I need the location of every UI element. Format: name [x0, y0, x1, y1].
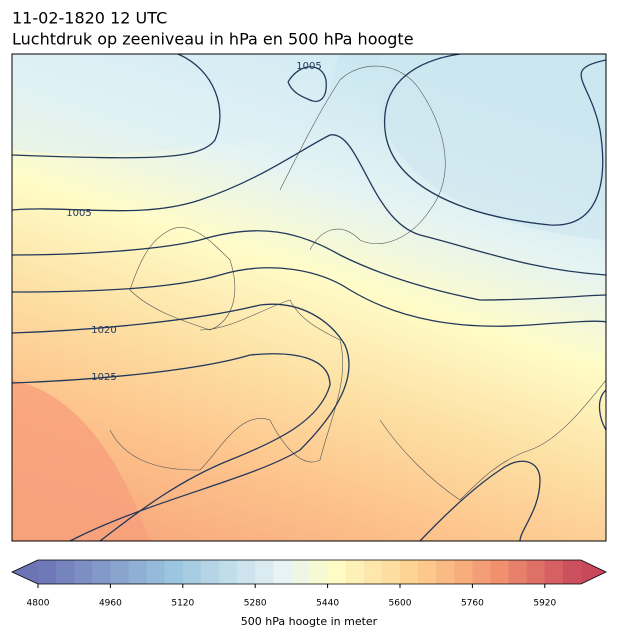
contour-label: 1020: [91, 325, 116, 336]
title: 11-02-1820 12 UTC: [12, 9, 167, 28]
isobar: [12, 230, 606, 301]
coastline: [379, 379, 606, 501]
contour-label: 1005: [66, 208, 91, 219]
colorbar-segment: [200, 560, 220, 584]
colorbar-tick-label: 4960: [99, 599, 122, 609]
height-field: [375, 54, 606, 240]
isobar: [419, 460, 541, 541]
isobar: [12, 134, 606, 276]
height-field: [12, 54, 340, 154]
colorbar-extend: [581, 560, 606, 584]
colorbar-segment: [562, 560, 582, 584]
isobar: [12, 54, 221, 159]
colorbar-tick-label: 5760: [461, 599, 484, 609]
colorbar-segment: [92, 560, 111, 584]
isobar: [12, 353, 331, 541]
coastline: [109, 299, 343, 471]
height-field: [12, 380, 150, 541]
colorbar-segment: [56, 560, 75, 584]
colorbar-segment: [418, 560, 437, 584]
map-frame: [11, 53, 607, 542]
isobar: [12, 267, 606, 327]
colorbar-segment: [454, 560, 473, 584]
colorbar-tick-label: 5440: [316, 599, 339, 609]
colorbar-tick-label: 4800: [27, 599, 50, 609]
isobar: [384, 54, 606, 226]
colorbar: 4800 4960 5120 5280 5440 5600 5760 5920: [11, 559, 607, 609]
colorbar-tick-label: 5920: [533, 599, 556, 609]
colorbar-segment: [291, 560, 310, 584]
contour-labels: 1005 1005 1020 1025: [66, 61, 321, 383]
colorbar-segment: [237, 560, 256, 584]
colorbar-segment: [544, 560, 564, 584]
colorbar-segment: [490, 560, 510, 584]
colorbar-tick-label: 5120: [171, 599, 194, 609]
colorbar-segment: [182, 560, 202, 584]
subtitle: Luchtdruk op zeeniveau in hPa en 500 hPa…: [12, 30, 414, 49]
colorbar-segment: [255, 560, 274, 584]
colorbar-segment: [74, 560, 93, 584]
coastline: [279, 65, 446, 251]
colorbar-segment: [273, 560, 292, 584]
colorbar-frame: [11, 559, 607, 585]
colorbar-segment: [526, 560, 546, 584]
colorbar-segment: [400, 560, 419, 584]
colorbar-segment: [164, 560, 184, 584]
colorbar-segment: [146, 560, 166, 584]
colorbar-segment: [128, 560, 148, 584]
contour-label: 1025: [91, 372, 116, 383]
colorbar-segment: [472, 560, 491, 584]
colorbar-label: 500 hPa hoogte in meter: [241, 615, 378, 628]
colorbar-segment: [363, 560, 383, 584]
colorbar-segment: [508, 560, 528, 584]
isobar: [287, 66, 327, 103]
contour-label: 1005: [296, 61, 321, 72]
colorbar-segment: [436, 560, 455, 584]
colorbar-segment: [327, 560, 347, 584]
isobar: [598, 389, 606, 431]
colorbar-extend: [12, 560, 38, 584]
colorbar-segment: [219, 560, 238, 584]
colorbar-segment: [110, 560, 129, 584]
map: [12, 54, 606, 541]
isobar: [12, 303, 350, 541]
colorbar-tick-label: 5280: [244, 599, 267, 609]
colorbar-segment: [309, 560, 329, 584]
colorbar-segment: [38, 560, 57, 584]
colorbar-segment: [345, 560, 365, 584]
colorbar-tick-label: 5600: [389, 599, 412, 609]
colorbar-segment: [381, 560, 401, 584]
